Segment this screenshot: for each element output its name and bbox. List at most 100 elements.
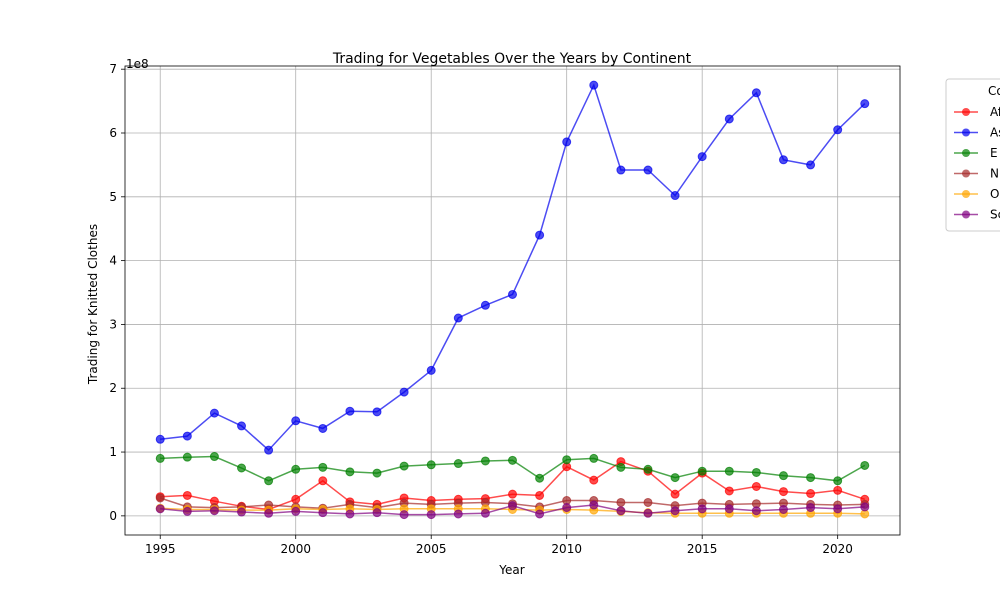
legend-title: Co (988, 84, 1000, 98)
data-point (724, 486, 734, 496)
data-point (209, 452, 219, 462)
data-point (291, 464, 301, 474)
data-point (589, 500, 599, 510)
data-point (806, 160, 816, 170)
y-tick-label: 4 (109, 254, 117, 268)
data-point (833, 504, 843, 514)
data-point (508, 489, 517, 499)
data-point (535, 509, 545, 519)
data-point (778, 487, 788, 497)
y-tick-label: 3 (109, 317, 117, 331)
data-point (616, 165, 626, 175)
data-point (508, 455, 517, 465)
y-tick-label: 2 (109, 381, 117, 395)
x-tick-label: 2010 (551, 542, 582, 556)
chart-title: Trading for Vegetables Over the Years by… (332, 51, 692, 67)
data-point (589, 80, 599, 90)
legend-label: As (990, 126, 1000, 140)
data-point (426, 510, 436, 520)
data-point (426, 365, 436, 375)
data-point (860, 502, 870, 512)
data-point (209, 506, 219, 516)
plot-frame (124, 65, 901, 536)
data-point (616, 497, 626, 507)
data-point (155, 434, 165, 444)
legend-marker (962, 128, 970, 137)
data-point (182, 452, 192, 462)
data-point (860, 99, 870, 109)
data-point (751, 506, 761, 516)
data-point (480, 456, 490, 466)
legend-marker (962, 169, 970, 178)
data-point (724, 114, 734, 124)
data-point (697, 504, 707, 514)
y-tick-label: 0 (109, 509, 117, 523)
data-point (806, 473, 816, 483)
data-point (806, 503, 816, 513)
x-tick-label: 2020 (822, 542, 853, 556)
data-point (806, 489, 816, 499)
data-point (399, 510, 409, 520)
data-point (318, 508, 328, 518)
data-point (453, 509, 463, 519)
legend-marker (962, 190, 970, 198)
data-point (399, 387, 409, 397)
data-point (264, 508, 274, 518)
data-point (318, 462, 328, 472)
data-point (670, 473, 680, 483)
data-point (453, 459, 463, 469)
data-point (535, 490, 545, 500)
y-tick-label: 1 (109, 445, 117, 459)
data-point (860, 460, 870, 470)
legend: Co Af As ENO Sc (945, 78, 1000, 232)
data-point (345, 406, 355, 416)
data-point (182, 431, 192, 441)
data-point (508, 501, 517, 511)
data-point (291, 416, 301, 426)
data-point (426, 460, 436, 470)
data-point (643, 497, 653, 507)
data-point (345, 467, 355, 477)
grid-lines (125, 66, 900, 535)
data-point (697, 466, 707, 476)
data-point (724, 466, 734, 476)
y-tick-label: 5 (109, 190, 117, 204)
data-point (535, 473, 545, 483)
data-point (237, 421, 247, 431)
data-point (508, 289, 517, 299)
data-point (589, 475, 599, 485)
series-group (155, 80, 870, 520)
data-point (643, 165, 653, 175)
legend-box (945, 78, 1000, 232)
data-point (751, 88, 761, 98)
data-point (589, 453, 599, 463)
y-tick-label: 7 (109, 62, 117, 76)
x-tick-label: 2015 (687, 542, 718, 556)
data-point (480, 508, 490, 518)
data-point (372, 468, 382, 478)
data-point (562, 455, 572, 465)
data-point (182, 490, 192, 500)
data-point (562, 137, 572, 147)
x-tick-label: 2005 (416, 542, 447, 556)
data-point (345, 509, 355, 519)
y-axis-label: Trading for Knitted Clothes (86, 224, 100, 385)
y-axis-multiplier: 1e8 (126, 57, 149, 71)
data-point (155, 504, 165, 514)
data-point (264, 445, 274, 455)
data-point (535, 230, 545, 240)
data-point (778, 504, 788, 514)
data-point (833, 485, 843, 495)
data-point (318, 423, 328, 433)
legend-marker (962, 108, 970, 116)
data-point (453, 313, 463, 323)
data-point (833, 476, 843, 486)
legend-label: Sc (990, 208, 1000, 222)
data-point (670, 191, 680, 201)
data-point (616, 462, 626, 472)
data-point (562, 503, 572, 513)
data-point (291, 506, 301, 516)
legend-marker (962, 149, 970, 157)
data-point (670, 506, 680, 516)
